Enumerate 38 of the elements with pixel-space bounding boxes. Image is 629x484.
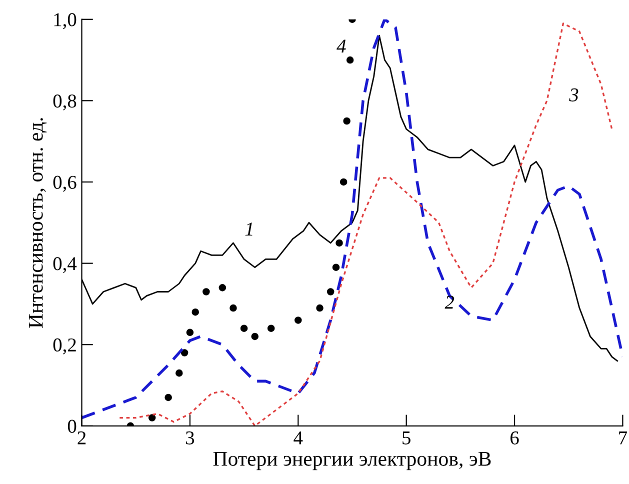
- point: [340, 178, 348, 186]
- point: [294, 316, 302, 324]
- y-tick-label: 0,8: [53, 94, 76, 110]
- x-tick-label: 4: [294, 431, 303, 444]
- point: [192, 308, 200, 316]
- point: [230, 304, 237, 312]
- point: [202, 288, 210, 296]
- point: [326, 288, 334, 296]
- y-tick-label: 0,2: [53, 338, 76, 354]
- point: [316, 304, 324, 312]
- x-tick-label: 3: [186, 431, 194, 444]
- x-tick-label: 2: [78, 431, 86, 444]
- point: [346, 56, 354, 64]
- point: [218, 284, 226, 292]
- y-tick-label: 0: [68, 420, 76, 433]
- x-tick-label: 6: [510, 431, 519, 444]
- x-tick-label: 7: [619, 432, 628, 444]
- point: [176, 369, 183, 377]
- y-tick-label: 1,0: [54, 13, 76, 30]
- series-label: 2: [444, 296, 454, 309]
- point: [336, 239, 343, 247]
- point: [164, 394, 172, 402]
- x-axis-title: Потери энергии электронов, эВ: [213, 452, 491, 470]
- point: [186, 328, 194, 336]
- x-tick-label: 5: [402, 432, 410, 444]
- point: [267, 324, 275, 332]
- y-axis-title: Интенсивность, отн. ед.: [28, 118, 47, 328]
- point: [343, 117, 350, 125]
- series-label: 4: [336, 40, 346, 52]
- point: [240, 324, 248, 332]
- series-label: 3: [569, 88, 578, 102]
- point: [251, 332, 259, 340]
- y-tick-label: 0,6: [53, 176, 76, 192]
- point: [332, 264, 340, 271]
- y-tick-label: 0,4: [53, 257, 77, 274]
- point: [148, 414, 156, 422]
- point: [180, 349, 188, 356]
- series-label: 1: [245, 222, 252, 236]
